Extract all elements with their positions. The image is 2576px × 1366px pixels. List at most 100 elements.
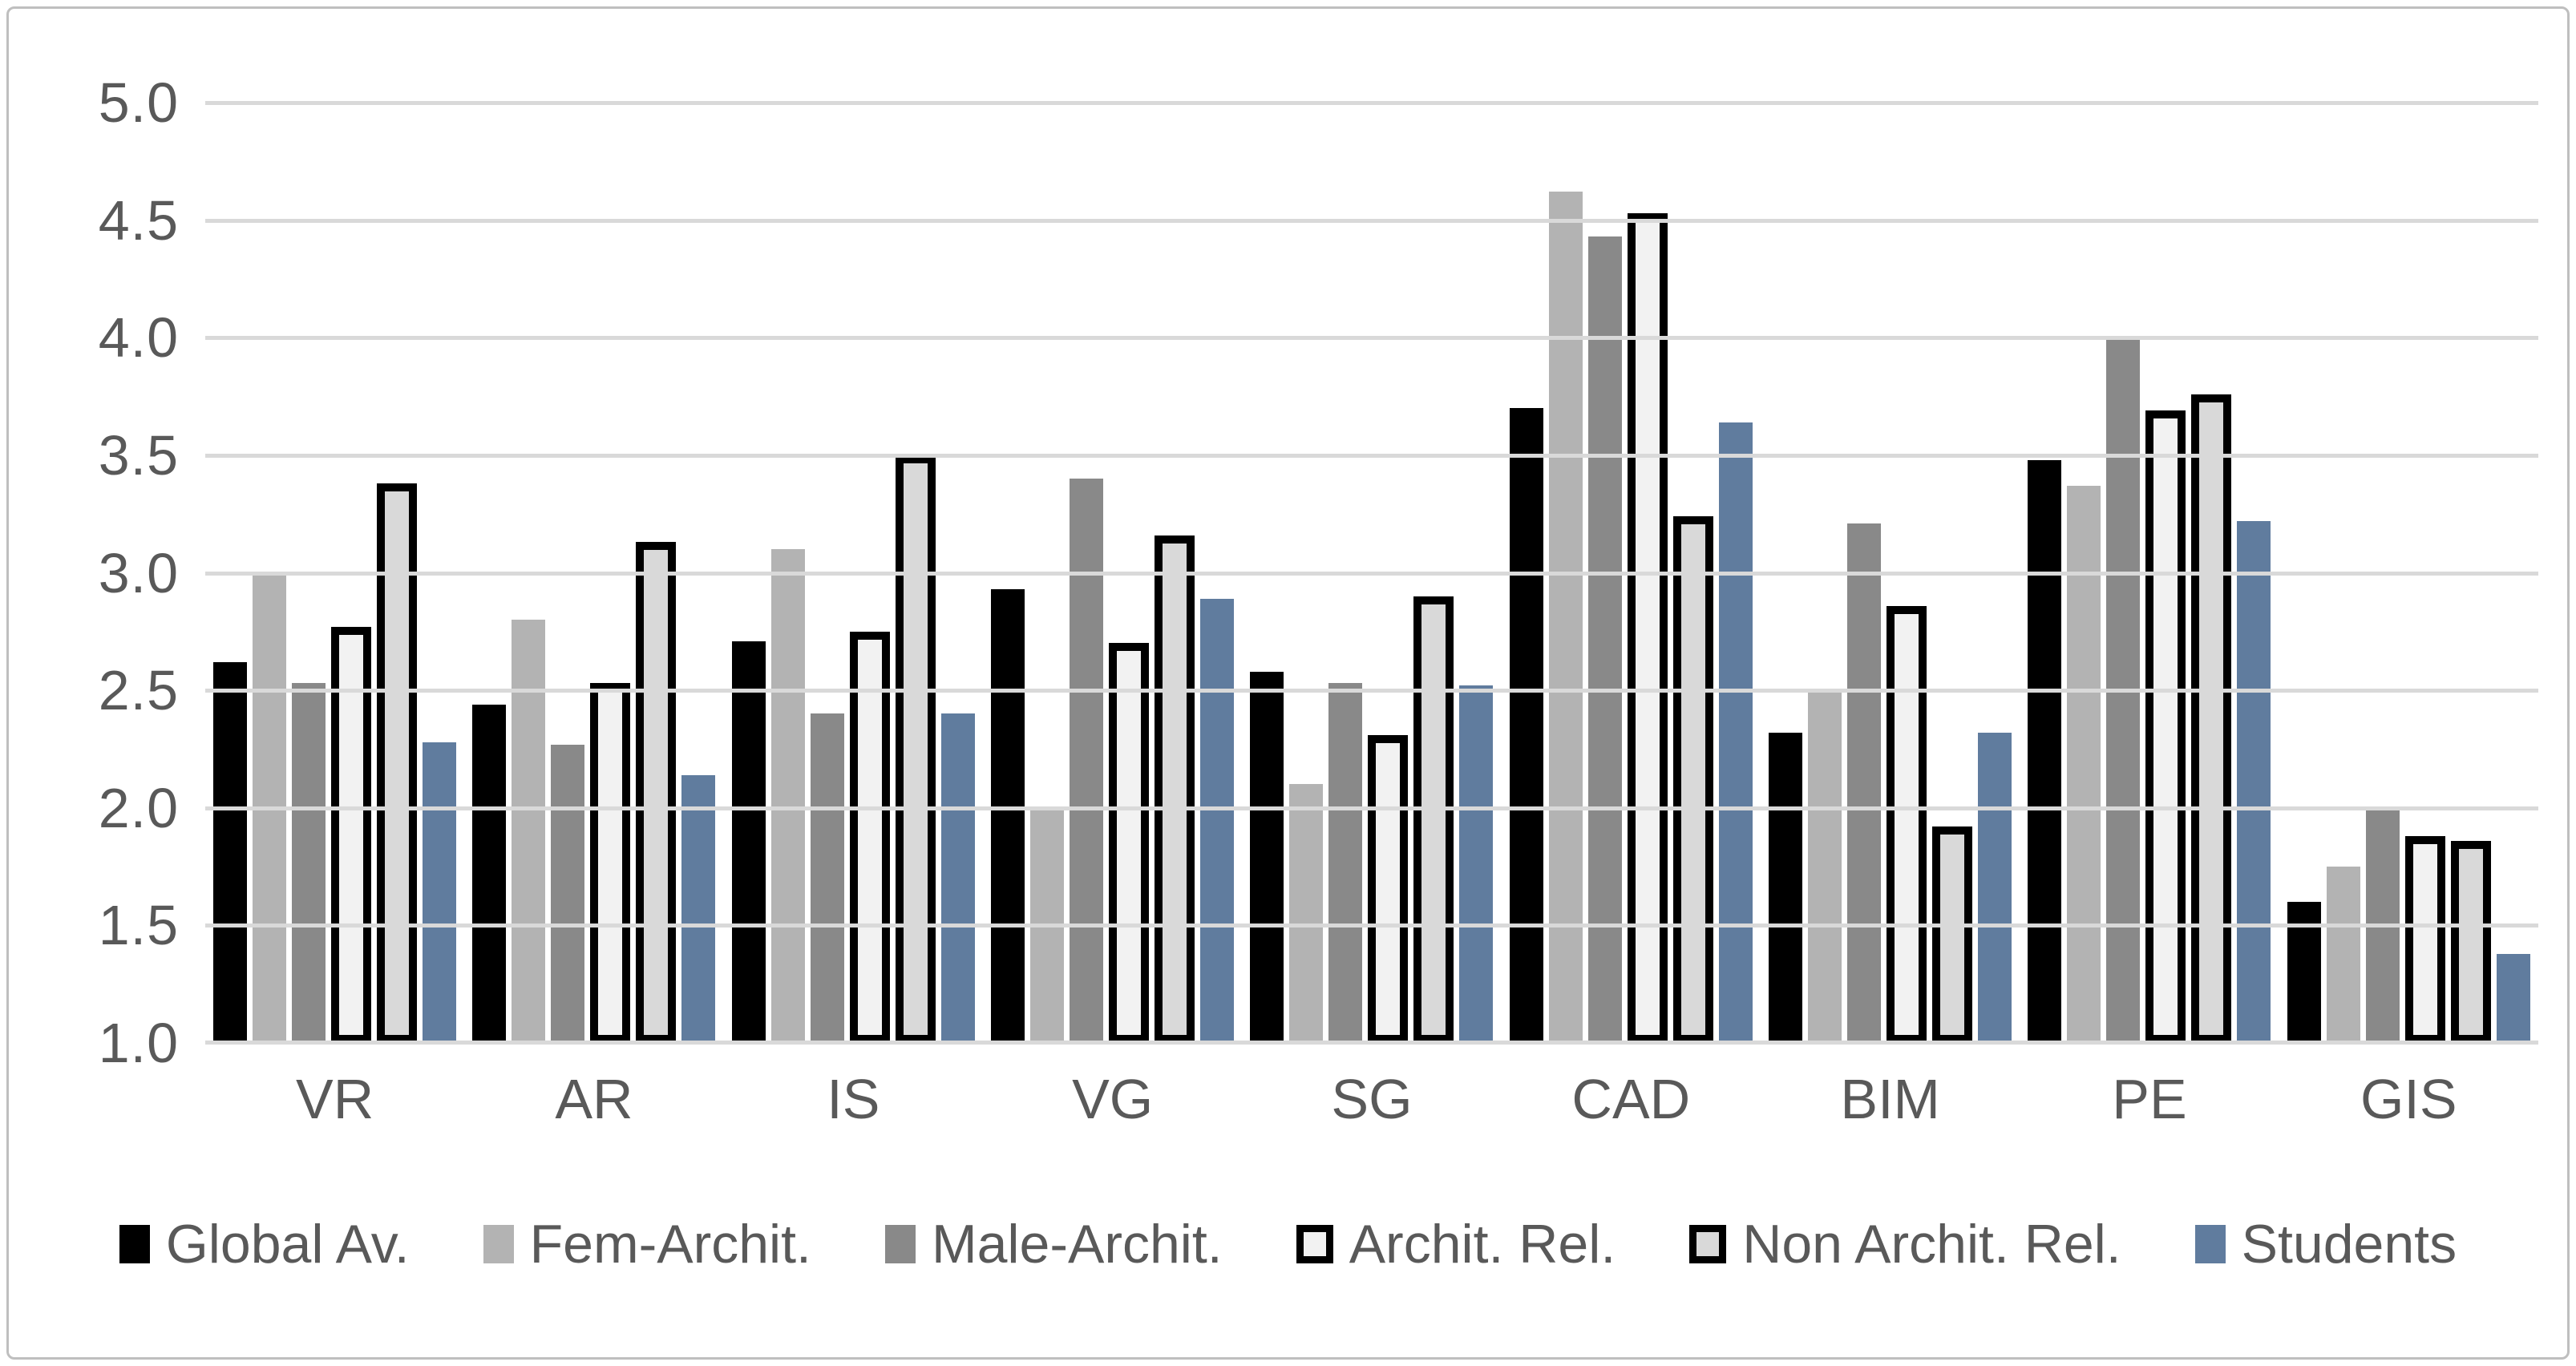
legend-label-archit-rel: Archit. Rel. <box>1349 1214 1616 1275</box>
bar-group-bim <box>1761 103 2020 1043</box>
legend-swatch-fem-archit <box>483 1225 514 1263</box>
bar-global-av-ar <box>472 704 507 1043</box>
bar-students-ar <box>681 774 716 1043</box>
bar-non-archit-rel-ar <box>636 542 677 1043</box>
bar-archit-rel-vr <box>331 626 372 1043</box>
x-tick-label-bim: BIM <box>1840 1068 1940 1130</box>
legend-label-non-archit-rel: Non Archit. Rel. <box>1742 1214 2121 1275</box>
bar-non-archit-rel-vr <box>377 483 418 1043</box>
x-tick-label-gis: GIS <box>2360 1068 2457 1130</box>
bar-group-is <box>724 103 983 1043</box>
legend-item-fem-archit: Fem-Archit. <box>483 1213 811 1275</box>
bar-global-av-pe <box>2028 459 2062 1043</box>
legend-swatch-non-archit-rel <box>1689 1225 1727 1263</box>
gridline-1.5 <box>205 923 2538 928</box>
bar-fem-archit-cad <box>1548 192 1583 1043</box>
bar-non-archit-rel-cad <box>1672 516 1713 1043</box>
bar-male-archit-sg <box>1328 683 1363 1043</box>
bar-fem-archit-ar <box>512 620 546 1043</box>
bar-non-archit-rel-gis <box>2450 840 2491 1043</box>
chart-figure: 5.0 4.5 4.0 3.5 3.0 2.5 2.0 1.5 1.0 VR AR IS VG SG CA… <box>6 6 2570 1360</box>
legend-item-non-archit-rel: Non Archit. Rel. <box>1689 1213 2121 1275</box>
y-tick-label-3.0: 3.0 <box>98 541 179 604</box>
bar-groups <box>205 103 2538 1043</box>
x-tick-label-vg: VG <box>1072 1068 1154 1130</box>
bar-global-av-vg <box>991 589 1025 1043</box>
gridline-3.0 <box>205 571 2538 576</box>
legend-swatch-male-archit <box>884 1225 916 1263</box>
bar-global-av-cad <box>1509 408 1543 1043</box>
legend-label-global-av: Global Av. <box>165 1214 410 1275</box>
bar-group-ar <box>464 103 723 1043</box>
x-tick-label-vr: VR <box>296 1068 374 1130</box>
bar-archit-rel-ar <box>590 683 631 1043</box>
gridline-2.5 <box>205 689 2538 693</box>
legend-swatch-archit-rel <box>1296 1225 1333 1263</box>
bar-global-av-bim <box>1769 732 1803 1043</box>
gridline-3.5 <box>205 453 2538 458</box>
legend-item-global-av: Global Av. <box>119 1213 410 1275</box>
x-axis-line <box>205 1041 2538 1045</box>
bar-students-cad <box>1718 422 1753 1043</box>
bar-male-archit-vr <box>292 683 326 1043</box>
legend-item-students: Students <box>2194 1213 2457 1275</box>
bar-group-sg <box>1242 103 1501 1043</box>
bar-archit-rel-gis <box>2404 835 2445 1043</box>
legend-swatch-global-av <box>119 1225 150 1263</box>
legend-swatch-students <box>2194 1225 2226 1263</box>
bar-non-archit-rel-is <box>895 455 936 1043</box>
gridline-2.0 <box>205 806 2538 810</box>
bar-global-av-is <box>731 641 766 1043</box>
bar-fem-archit-pe <box>2067 486 2101 1043</box>
x-axis: VR AR IS VG SG CAD BIM PE GIS <box>205 1067 2538 1131</box>
bar-students-gis <box>2496 953 2530 1043</box>
gridline-5.0 <box>205 101 2538 105</box>
y-tick-label-2.0: 2.0 <box>98 776 179 839</box>
y-tick-label-4.5: 4.5 <box>98 188 179 252</box>
bar-male-archit-ar <box>551 744 585 1043</box>
legend: Global Av. Fem-Archit. Male-Archit. Archit.… <box>9 1213 2567 1275</box>
gridline-4.0 <box>205 336 2538 341</box>
bar-male-archit-vg <box>1070 479 1104 1043</box>
y-tick-label-4.0: 4.0 <box>98 306 179 370</box>
plot-area <box>205 101 2538 1045</box>
bar-students-vr <box>423 742 457 1043</box>
bar-archit-rel-bim <box>1887 605 1927 1043</box>
bar-non-archit-rel-bim <box>1932 826 1973 1043</box>
bar-students-is <box>940 713 975 1043</box>
bar-fem-archit-sg <box>1289 784 1324 1043</box>
bar-archit-rel-cad <box>1627 212 1668 1043</box>
bar-students-vg <box>1200 598 1235 1043</box>
bar-students-bim <box>1978 732 2012 1043</box>
legend-label-fem-archit: Fem-Archit. <box>529 1214 811 1275</box>
gridline-4.5 <box>205 218 2538 223</box>
bar-non-archit-rel-sg <box>1413 596 1454 1043</box>
bar-global-av-sg <box>1250 671 1284 1043</box>
bar-male-archit-cad <box>1587 236 1622 1043</box>
x-tick-label-ar: AR <box>555 1068 633 1130</box>
x-tick-label-pe: PE <box>2112 1068 2187 1130</box>
bar-fem-archit-gis <box>2326 867 2360 1043</box>
bar-non-archit-rel-pe <box>2191 394 2232 1043</box>
bar-male-archit-bim <box>1847 523 1882 1043</box>
bar-fem-archit-is <box>770 549 805 1043</box>
x-tick-label-is: IS <box>827 1068 880 1130</box>
y-tick-label-1.0: 1.0 <box>98 1012 179 1074</box>
bar-group-cad <box>1502 103 1761 1043</box>
legend-item-male-archit: Male-Archit. <box>884 1213 1223 1275</box>
bar-archit-rel-pe <box>2145 410 2186 1043</box>
bar-archit-rel-sg <box>1368 734 1409 1043</box>
y-tick-label-5.0: 5.0 <box>98 71 179 134</box>
legend-label-students: Students <box>2241 1214 2457 1275</box>
x-tick-label-sg: SG <box>1331 1068 1413 1130</box>
legend-item-archit-rel: Archit. Rel. <box>1296 1213 1616 1275</box>
bar-archit-rel-is <box>849 631 890 1043</box>
legend-label-male-archit: Male-Archit. <box>931 1214 1223 1275</box>
bar-archit-rel-vg <box>1109 643 1150 1043</box>
x-tick-label-cad: CAD <box>1571 1068 1691 1130</box>
y-tick-label-3.5: 3.5 <box>98 423 179 487</box>
y-axis: 5.0 4.5 4.0 3.5 3.0 2.5 2.0 1.5 1.0 <box>9 71 179 1074</box>
bar-non-archit-rel-vg <box>1155 535 1195 1043</box>
bar-students-pe <box>2237 521 2271 1043</box>
